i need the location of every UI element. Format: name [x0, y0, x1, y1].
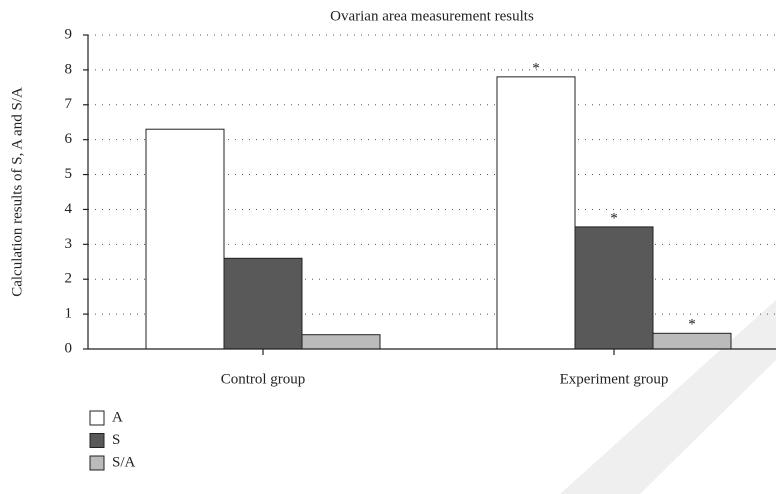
legend-label: A: [112, 409, 123, 425]
y-tick-label: 5: [65, 166, 73, 182]
bar: [574, 226, 654, 350]
legend-swatch: [89, 433, 105, 448]
legend-label: S: [112, 432, 120, 448]
x-tick-label: Control group: [221, 371, 306, 387]
y-tick-label: 7: [65, 96, 73, 112]
y-tick-label: 0: [65, 340, 73, 356]
y-axis-label: Calculation results of S, A and S/A: [9, 87, 25, 297]
bar: [145, 128, 225, 350]
bar: [301, 334, 381, 350]
y-tick-label: 3: [65, 236, 73, 252]
x-tick-label: Experiment group: [560, 371, 669, 387]
bar: [496, 76, 576, 350]
annotation: *: [532, 60, 540, 76]
legend-swatch: [89, 455, 105, 471]
legend-swatch: [89, 410, 105, 426]
annotation: *: [610, 210, 618, 226]
annotation: *: [688, 317, 696, 333]
y-tick-label: 4: [65, 201, 73, 217]
y-tick-label: 1: [65, 306, 73, 322]
y-tick-label: 2: [65, 271, 73, 287]
y-tick-label: 6: [65, 131, 73, 147]
bar: [223, 257, 303, 350]
chart-title: Ovarian area measurement results: [330, 8, 534, 24]
y-tick-label: 8: [65, 61, 73, 77]
bar: [652, 332, 732, 350]
y-tick-label: 9: [65, 26, 73, 42]
legend-label: S/A: [112, 454, 136, 470]
